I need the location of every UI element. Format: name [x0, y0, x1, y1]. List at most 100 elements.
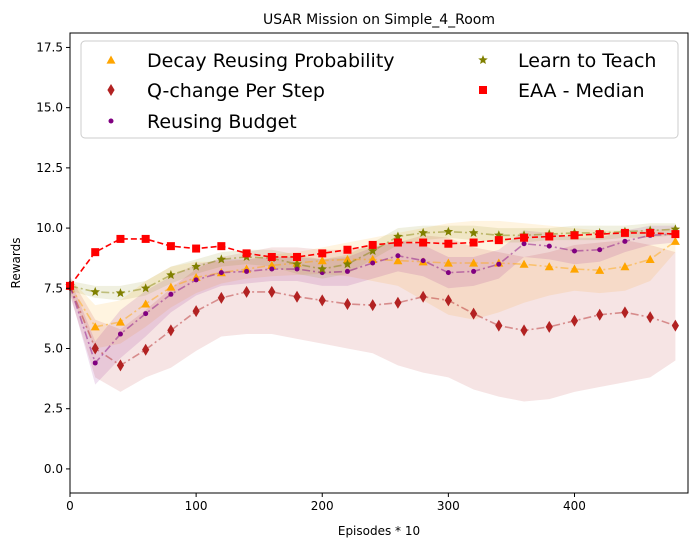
point-eaa-median — [494, 236, 503, 245]
point-eaa-median — [166, 242, 175, 251]
point-eaa-median — [343, 245, 352, 254]
point-decay-reusing-probability — [115, 317, 125, 326]
point-q-change-per-step — [167, 324, 175, 337]
y-tick-label: 15.0 — [36, 101, 63, 115]
y-tick-label: 10.0 — [36, 221, 63, 235]
markers-q-change-per-step — [66, 279, 679, 372]
point-q-change-per-step — [596, 308, 604, 321]
point-learn-to-teach — [292, 259, 302, 269]
point-learn-to-teach — [90, 286, 100, 296]
x-axis-label: Episodes * 10 — [338, 524, 420, 538]
markers-reusing-budget — [67, 231, 678, 366]
point-learn-to-teach — [140, 283, 151, 293]
point-q-change-per-step — [116, 359, 125, 372]
x-tick-label: 100 — [185, 499, 208, 513]
point-learn-to-teach — [494, 230, 504, 240]
point-q-change-per-step — [444, 294, 452, 307]
point-eaa-median — [267, 252, 276, 261]
point-learn-to-teach — [443, 226, 454, 236]
point-reusing-budget — [344, 268, 350, 274]
point-q-change-per-step — [217, 291, 225, 304]
point-learn-to-teach — [670, 224, 681, 234]
point-eaa-median — [419, 238, 428, 247]
point-decay-reusing-probability — [393, 256, 403, 265]
point-q-change-per-step — [91, 342, 99, 355]
point-learn-to-teach — [191, 261, 201, 271]
point-q-change-per-step — [369, 299, 377, 312]
point-reusing-budget — [168, 291, 174, 297]
point-decay-reusing-probability — [317, 256, 327, 265]
legend-label-reusing-budget: Reusing Budget — [147, 111, 297, 133]
y-axis-label: Rewards — [9, 238, 23, 289]
point-decay-reusing-probability — [595, 265, 605, 274]
point-eaa-median — [646, 228, 655, 237]
point-eaa-median — [217, 242, 226, 251]
point-reusing-budget — [571, 248, 577, 254]
point-q-change-per-step — [242, 285, 251, 298]
point-reusing-budget — [218, 270, 224, 276]
point-decay-reusing-probability — [620, 262, 630, 271]
point-decay-reusing-probability — [443, 258, 453, 267]
point-decay-reusing-probability — [342, 254, 352, 263]
band-decay-reusing-probability — [70, 220, 676, 349]
point-eaa-median — [444, 239, 453, 248]
point-q-change-per-step — [192, 305, 200, 318]
band-reusing-budget — [70, 225, 676, 385]
point-q-change-per-step — [520, 324, 528, 337]
point-decay-reusing-probability — [90, 322, 100, 331]
point-q-change-per-step — [343, 297, 352, 310]
legend-label-q-change-per-step: Q-change Per Step — [147, 80, 325, 102]
y-tick-label: 5.0 — [44, 341, 63, 355]
point-learn-to-teach — [166, 270, 176, 280]
y-tick-label: 2.5 — [44, 402, 63, 416]
y-tick-label: 7.5 — [44, 281, 63, 295]
point-reusing-budget — [622, 238, 628, 244]
point-q-change-per-step — [318, 294, 326, 307]
legend-label-eaa-median: EAA - Median — [518, 80, 645, 102]
point-learn-to-teach — [317, 264, 327, 274]
point-reusing-budget — [597, 247, 603, 253]
point-decay-reusing-probability — [670, 236, 680, 245]
point-reusing-budget — [395, 253, 401, 259]
band-q-change-per-step — [70, 235, 676, 402]
legend-marker-q-change-per-step — [107, 84, 115, 96]
x-tick-label: 300 — [437, 499, 460, 513]
x-tick-label: 400 — [563, 499, 586, 513]
point-learn-to-teach — [418, 227, 428, 237]
point-decay-reusing-probability — [645, 254, 655, 263]
point-q-change-per-step — [646, 311, 654, 324]
series-markers — [65, 224, 681, 372]
point-decay-reusing-probability — [368, 254, 378, 263]
chart-title: USAR Mission on Simple_4_Room — [263, 12, 495, 28]
point-q-change-per-step — [495, 319, 503, 332]
x-tick-label: 200 — [311, 499, 334, 513]
legend-label-decay-reusing-probability: Decay Reusing Probability — [147, 50, 395, 72]
point-reusing-budget — [471, 268, 477, 274]
point-learn-to-teach — [367, 245, 378, 255]
point-eaa-median — [520, 233, 529, 242]
point-eaa-median — [368, 240, 377, 249]
point-decay-reusing-probability — [141, 299, 151, 308]
point-q-change-per-step — [671, 319, 679, 332]
point-eaa-median — [545, 232, 554, 241]
point-q-change-per-step — [268, 285, 276, 298]
point-eaa-median — [318, 249, 327, 258]
point-reusing-budget — [370, 260, 376, 266]
point-reusing-budget — [496, 261, 502, 267]
y-tick-label: 0.0 — [44, 462, 63, 476]
legend-marker-learn-to-teach — [478, 55, 488, 65]
legend-box — [80, 40, 679, 139]
point-eaa-median — [671, 230, 680, 239]
point-decay-reusing-probability — [519, 259, 529, 268]
point-q-change-per-step — [293, 290, 301, 303]
point-q-change-per-step — [419, 290, 427, 303]
point-reusing-budget — [420, 258, 426, 264]
point-decay-reusing-probability — [569, 264, 579, 273]
point-reusing-budget — [546, 243, 552, 249]
point-reusing-budget — [117, 331, 123, 337]
legend-marker-eaa-median — [479, 86, 487, 94]
axes: 0 100 200 300 400 0.0 2.5 5.0 7.5 10.0 12.5 15.0 17.… — [36, 32, 689, 513]
point-learn-to-teach — [468, 227, 479, 237]
